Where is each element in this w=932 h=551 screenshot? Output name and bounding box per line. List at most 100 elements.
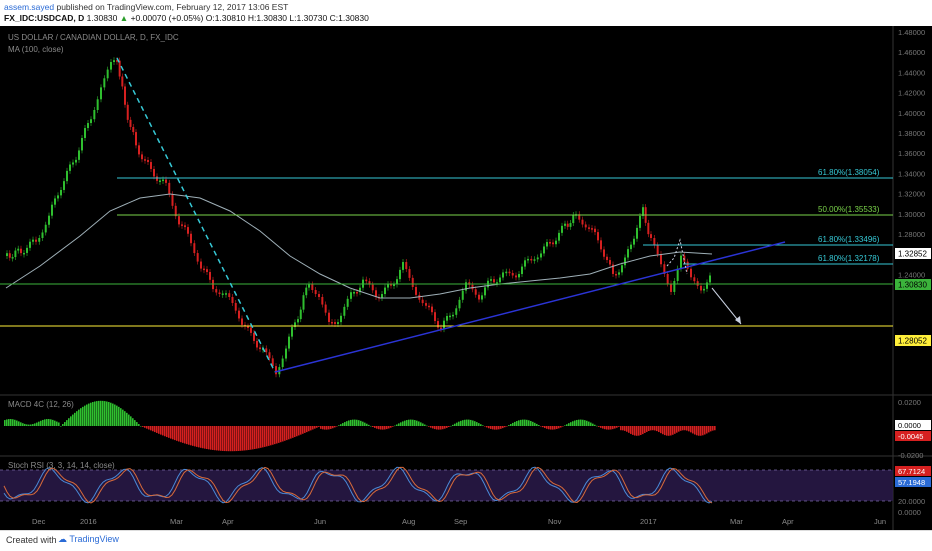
candle-body [343,306,346,316]
chart-panel[interactable] [0,26,932,530]
candle-body [162,179,164,182]
macd-bar [312,426,314,430]
macd-bar [390,426,392,428]
macd-badge-bg-value [895,431,931,441]
candle-body [555,240,557,245]
candle-body [690,268,692,278]
macd-bar [26,424,28,426]
macd-bar [286,426,288,441]
candle-body [193,243,196,254]
macd-bar [314,426,316,429]
macd-bar [114,404,116,426]
badge-bg-1-28052 [895,335,931,346]
candle-body [496,282,498,284]
downtrend-dashed-line[interactable] [116,57,276,373]
macd-bar [360,420,362,426]
candle-body [11,257,14,259]
macd-bar [146,426,148,429]
macd-bar [616,426,618,428]
candle-body [402,262,404,270]
candle-body [437,321,439,328]
candle-body [600,240,602,250]
macd-bar [274,426,276,445]
macd-bar [290,426,292,439]
macd-bar [714,426,716,431]
macd-bar [272,426,274,445]
candle-body [138,145,140,155]
candle-body [546,242,548,247]
macd-bar [610,426,612,430]
candle-body [66,170,68,182]
macd-bar [52,419,54,426]
macd-bar [590,422,592,426]
candle-body [368,281,371,285]
low-label: L: [289,13,297,23]
stoch-badge-2: 57.1948 [898,478,925,487]
candle-body [371,284,374,291]
candle-body [159,180,161,182]
macd-bar [224,426,226,452]
candle-body [20,248,22,254]
candle-body [458,299,461,309]
macd-bar [434,426,436,430]
macd-bar [142,426,144,427]
time-axis[interactable]: Dec 2016 Mar Apr Jun Aug Sep Nov 2017 Mar Apr Jun [32,517,886,526]
candle-body [121,76,124,87]
macd-bar [276,426,278,444]
projection-arrow-line[interactable] [711,287,742,325]
stoch-tick-20: 20.0000 [898,497,925,506]
candle-body [178,216,180,225]
macd-bar [380,426,382,430]
macd-bar [42,419,44,426]
macd-bar [32,424,34,426]
macd-bar [462,420,464,426]
candle-body [449,315,451,318]
candle-body [331,322,333,324]
low-value: 1.30730 [296,13,328,23]
candle-body [250,327,252,333]
candle-body [365,279,368,282]
price-tick-label: 1.36000 [898,149,925,158]
macd-bar [498,426,500,430]
macd-bar [316,426,318,428]
macd-bar [60,426,62,427]
macd-bar [630,426,632,434]
macd-bar [500,426,502,429]
candle-body [700,285,702,291]
macd-bar [116,405,118,426]
macd-bar [414,420,416,426]
macd-bar [558,426,560,429]
macd-bar [132,418,134,426]
macd-bar [8,419,10,426]
macd-bar [392,426,394,427]
candle-body [288,336,290,349]
price-axis[interactable]: 1.48000 1.46000 1.44000 1.42000 1.40000 1.380… [898,28,925,279]
price-tick-label: 1.38000 [898,129,925,138]
macd-bar [280,426,282,443]
publish-header: assem.sayed published on TradingView.com… [0,0,932,26]
candle-body [461,290,464,300]
macd-bar [6,419,8,426]
candle-body [218,292,221,294]
candle-body [350,292,352,299]
candle-body [308,284,310,288]
macd-bar [20,422,22,426]
macd-bar [608,426,610,430]
price-chart[interactable]: 61.80%(1.38054) 50.00%(1.35533) 61.80%(1… [0,26,932,530]
macd-bar [358,420,360,426]
macd-bar [692,426,694,434]
candle-body [518,274,520,278]
macd-bar [378,426,380,430]
fib-label-61-8-lower: 61.80%(1.32178) [818,254,880,263]
price-badge-1-32852: 1.32852 [898,250,927,259]
macd-bar [110,402,112,426]
candle-body [225,293,227,295]
uptrend-line[interactable] [274,241,786,373]
candle-body [181,224,183,226]
candle-body [297,319,299,323]
tradingview-brand-link[interactable]: ☁ TradingView [58,534,119,545]
macd-bar [444,426,446,429]
candle-body [203,268,205,271]
author-link[interactable]: assem.sayed [4,2,55,12]
candle-body [399,269,401,280]
